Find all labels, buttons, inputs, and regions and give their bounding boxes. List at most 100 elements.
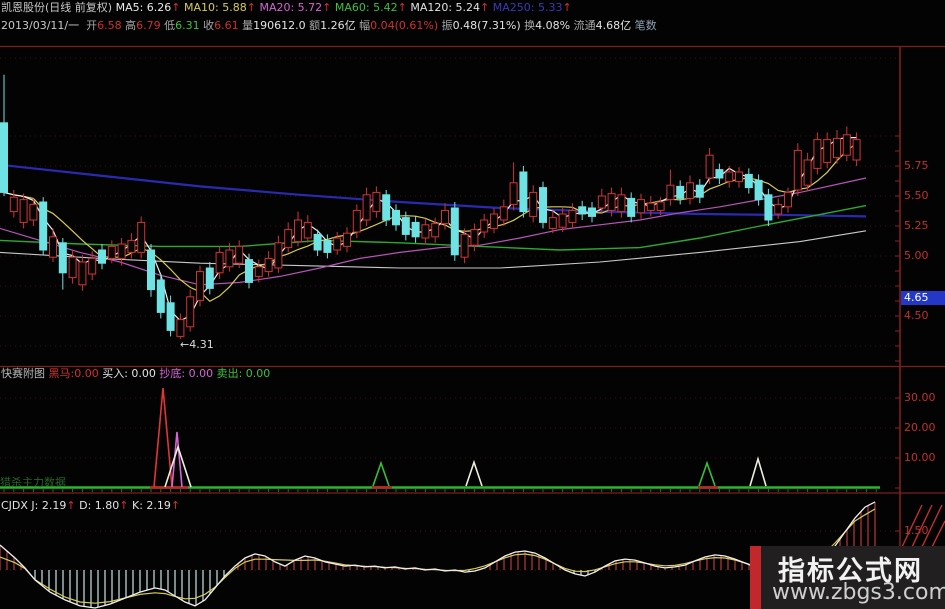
- candle-body: [666, 184, 675, 201]
- candle-body: [49, 236, 57, 258]
- candle-body: [686, 182, 694, 199]
- candle-body: [568, 209, 577, 223]
- candle-body: [539, 187, 547, 223]
- info-bar-line1: 凯恩股份(日线 前复权) MA5: 6.26↑ MA10: 5.88↑ MA20…: [1, 1, 572, 14]
- text-segment: MA250: 5.33: [492, 1, 563, 14]
- candle-body: [509, 182, 518, 205]
- text-segment: 凯恩股份(日线 前复权): [1, 1, 116, 14]
- candle-body: [156, 279, 165, 313]
- candles: [0, 74, 861, 339]
- text-segment: ↑: [170, 499, 181, 512]
- axis-ticks: [895, 135, 900, 571]
- text-segment: 量: [242, 19, 254, 32]
- text-segment: 流通: [573, 19, 596, 32]
- candle-body: [411, 221, 420, 238]
- candle-body: [107, 245, 116, 259]
- text-segment: ↑: [66, 499, 80, 512]
- candle-body: [176, 319, 185, 337]
- candle-body: [205, 267, 214, 289]
- text-segment: 6.58: [97, 19, 126, 32]
- axis-tick-label: 1.50: [904, 524, 929, 537]
- candle-body: [343, 232, 351, 247]
- info-bar-line2: 2013/03/11/一 开6.58 高6.79 低6.31 收6.61 量19…: [1, 19, 657, 32]
- candle-body: [754, 179, 763, 201]
- candle-body: [215, 251, 224, 274]
- candle-body: [431, 223, 440, 238]
- text-segment: 6.79: [136, 19, 165, 32]
- candle-body: [646, 202, 655, 211]
- text-segment: K: 2.19: [131, 499, 171, 512]
- signal-panel-header: 快赛附图 黑马:0.00 买入: 0.00 抄底: 0.00 卖出: 0.00: [1, 365, 270, 381]
- signal-spike: [171, 431, 183, 488]
- text-segment: ↑: [246, 1, 260, 14]
- candle-body: [607, 193, 616, 211]
- text-segment: 0.48(7.31%): [452, 19, 525, 32]
- candle-body: [588, 207, 596, 217]
- text-segment: D: 1.80: [79, 499, 120, 512]
- signal-spike: [153, 388, 173, 488]
- axis-tick-label: 5.00: [904, 249, 929, 262]
- candle-body: [372, 191, 381, 213]
- candle-body: [323, 239, 332, 253]
- candle-body: [166, 302, 175, 331]
- cjdx-d-line: [0, 508, 876, 604]
- candle-body: [735, 171, 743, 183]
- signal-triangle: [372, 460, 390, 487]
- candle-body: [362, 194, 371, 221]
- candle-body: [490, 213, 498, 229]
- text-segment: 4.68亿: [595, 19, 635, 32]
- candle-body: [392, 209, 400, 226]
- candle-body: [264, 257, 273, 273]
- candle-body: [303, 221, 312, 239]
- axis-tick-label: 5.50: [904, 189, 929, 202]
- ma-line-MA5: [3, 137, 857, 322]
- text-segment: 黑马:0.00: [48, 367, 103, 380]
- text-segment: 6.61: [214, 19, 243, 32]
- candle-body: [78, 261, 87, 286]
- text-segment: MA10: 5.88: [184, 1, 247, 14]
- candle-body: [19, 199, 28, 223]
- candle-body: [725, 171, 734, 183]
- candle-body: [245, 259, 253, 283]
- candle-body: [9, 196, 18, 213]
- candle-body: [147, 249, 155, 291]
- candle-body: [441, 209, 449, 225]
- candle-body: [460, 233, 469, 258]
- candle-body: [284, 229, 293, 249]
- candle-body: [558, 213, 567, 228]
- candle-body: [499, 206, 508, 221]
- ma-line-MA250: [0, 163, 867, 218]
- ma-line-MA60: [0, 204, 867, 251]
- candle-body: [833, 137, 841, 159]
- candle-body: [774, 203, 783, 215]
- watermark-url: www.zbgs3.com: [772, 580, 945, 605]
- candle-body: [29, 203, 38, 221]
- candle-body: [823, 139, 832, 163]
- candle-body: [313, 233, 322, 251]
- text-segment: 190612.0: [253, 19, 310, 32]
- text-segment: 笔数: [634, 19, 657, 32]
- candle-body: [695, 184, 704, 198]
- candle-body: [852, 139, 861, 161]
- text-segment: 4.08%: [535, 19, 574, 32]
- candle-body: [225, 249, 234, 268]
- text-segment: 开: [86, 19, 98, 32]
- text-segment: 收: [203, 19, 215, 32]
- axis-tick-label: 10.00: [904, 451, 936, 464]
- signal-panel: [0, 388, 880, 492]
- text-segment: 买入: 0.00: [102, 367, 160, 380]
- text-segment: MA60: 5.42: [334, 1, 398, 14]
- text-segment: CJDX J: 2.19: [1, 499, 67, 512]
- candle-body: [813, 139, 822, 169]
- low-point-label: ←4.31: [180, 338, 214, 351]
- text-segment: 抄底: 0.00: [159, 367, 217, 380]
- candle-body: [793, 149, 802, 191]
- watermark-red-bar: [750, 546, 761, 609]
- candle-body: [627, 197, 636, 217]
- candle-body: [117, 243, 126, 259]
- candle-body: [617, 194, 626, 213]
- candle-body: [294, 219, 302, 243]
- axis-tick-label: 30.00: [904, 391, 936, 404]
- axis-tick-label: 5.75: [904, 159, 929, 172]
